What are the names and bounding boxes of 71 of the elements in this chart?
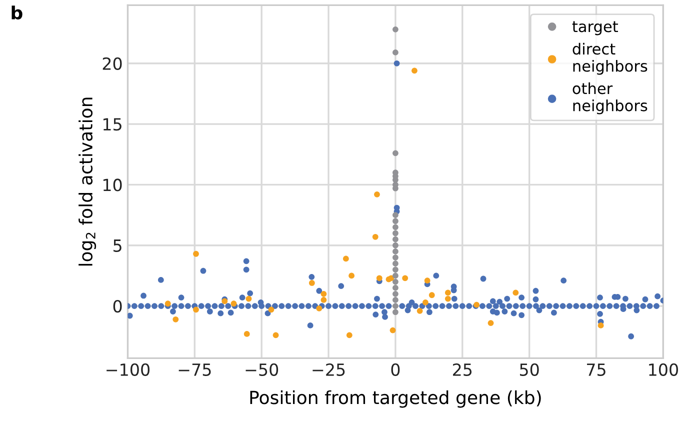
y-tick-label: 20	[102, 57, 122, 70]
point	[428, 292, 435, 298]
point	[392, 260, 398, 267]
point	[392, 248, 398, 254]
point	[392, 242, 398, 248]
point	[392, 290, 398, 297]
point	[512, 290, 519, 296]
point	[390, 327, 396, 334]
point	[392, 278, 398, 285]
point	[392, 212, 398, 218]
y-tick-label: 15	[103, 118, 122, 131]
point	[598, 322, 604, 328]
x-tick-label: −50	[246, 363, 278, 376]
y-tick-label: 5	[114, 240, 122, 252]
point	[392, 150, 398, 156]
point	[424, 278, 430, 284]
point	[444, 296, 451, 302]
point	[392, 224, 398, 230]
x-tick-label: 50	[520, 363, 539, 376]
point	[164, 300, 171, 307]
point	[392, 230, 398, 236]
point	[342, 256, 349, 262]
text: b	[12, 6, 22, 20]
point	[392, 26, 398, 32]
y-tick-label: 0	[113, 300, 122, 313]
point	[488, 320, 494, 326]
point	[230, 300, 237, 307]
x-tick-label: 25	[453, 363, 472, 376]
legend-label: target	[572, 21, 618, 36]
x-tick-label: −100	[106, 363, 150, 376]
x-tick-label: −25	[312, 363, 345, 376]
point	[268, 306, 274, 313]
point	[172, 316, 179, 322]
x-tick-label: 100	[649, 363, 678, 376]
y-axis-title: log$_{2}$ fold activation	[78, 98, 96, 266]
point	[374, 191, 380, 198]
x-tick-label: 0	[391, 363, 400, 376]
point	[244, 331, 250, 337]
point	[193, 306, 199, 313]
point	[392, 284, 398, 291]
point	[412, 68, 418, 74]
point	[392, 236, 398, 242]
point	[320, 297, 327, 303]
legend-label: other neighbors	[572, 82, 648, 114]
y-tick-label: 10	[103, 178, 122, 192]
point	[392, 272, 398, 279]
point	[402, 275, 408, 282]
point	[392, 254, 398, 260]
point	[320, 290, 327, 297]
point	[348, 272, 354, 279]
point	[316, 306, 322, 312]
legend-label: direct neighbors	[572, 42, 648, 75]
point	[392, 297, 398, 303]
point	[392, 309, 398, 316]
point	[308, 280, 315, 286]
point	[392, 303, 398, 309]
point	[376, 275, 382, 282]
x-tick-label: 75	[587, 364, 606, 376]
point	[193, 250, 199, 257]
x-tick-label: −75	[178, 364, 211, 376]
point	[392, 218, 398, 224]
point	[444, 290, 451, 296]
point	[416, 308, 423, 314]
point	[272, 332, 279, 338]
point	[346, 332, 352, 338]
point	[392, 50, 398, 56]
x-axis-title: Position from targeted gene (kb)	[250, 390, 541, 408]
point	[392, 266, 398, 273]
point	[372, 234, 378, 240]
point	[246, 296, 252, 302]
point	[422, 299, 428, 306]
